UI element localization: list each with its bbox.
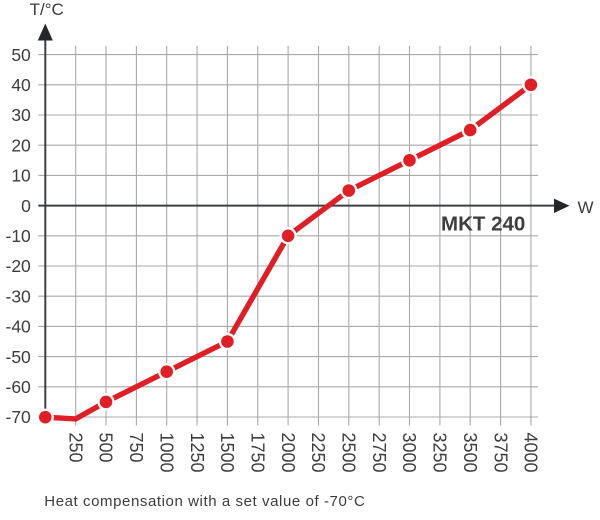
svg-text:1250: 1250 <box>187 433 207 473</box>
svg-text:50: 50 <box>11 45 31 65</box>
svg-text:750: 750 <box>126 433 146 463</box>
svg-text:500: 500 <box>96 433 116 463</box>
svg-text:3000: 3000 <box>399 433 419 473</box>
svg-text:2250: 2250 <box>308 433 328 473</box>
svg-text:3750: 3750 <box>490 433 510 473</box>
svg-text:3250: 3250 <box>430 433 450 473</box>
svg-text:-40: -40 <box>6 317 32 337</box>
svg-text:W: W <box>578 198 594 217</box>
svg-text:4000: 4000 <box>521 433 541 473</box>
svg-text:-50: -50 <box>6 347 32 367</box>
svg-text:40: 40 <box>11 75 31 95</box>
svg-text:-60: -60 <box>6 377 32 397</box>
svg-text:250: 250 <box>65 433 85 463</box>
svg-text:1000: 1000 <box>156 433 176 473</box>
svg-text:2000: 2000 <box>278 433 298 473</box>
svg-text:MKT 240: MKT 240 <box>441 213 525 236</box>
svg-text:Heat compensation with a set v: Heat compensation with a set value of -7… <box>44 493 365 510</box>
svg-text:10: 10 <box>11 166 31 186</box>
svg-text:30: 30 <box>11 105 31 125</box>
svg-text:1500: 1500 <box>217 433 237 473</box>
svg-text:2750: 2750 <box>369 433 389 473</box>
svg-text:T/°C: T/°C <box>30 0 64 19</box>
svg-text:-20: -20 <box>6 256 32 276</box>
svg-text:1750: 1750 <box>247 433 267 473</box>
svg-text:2500: 2500 <box>339 433 359 473</box>
svg-text:0: 0 <box>21 196 31 216</box>
svg-text:20: 20 <box>11 135 31 155</box>
svg-text:3500: 3500 <box>460 433 480 473</box>
svg-text:-70: -70 <box>6 407 32 427</box>
svg-text:-10: -10 <box>6 226 32 246</box>
svg-text:-30: -30 <box>6 286 32 306</box>
